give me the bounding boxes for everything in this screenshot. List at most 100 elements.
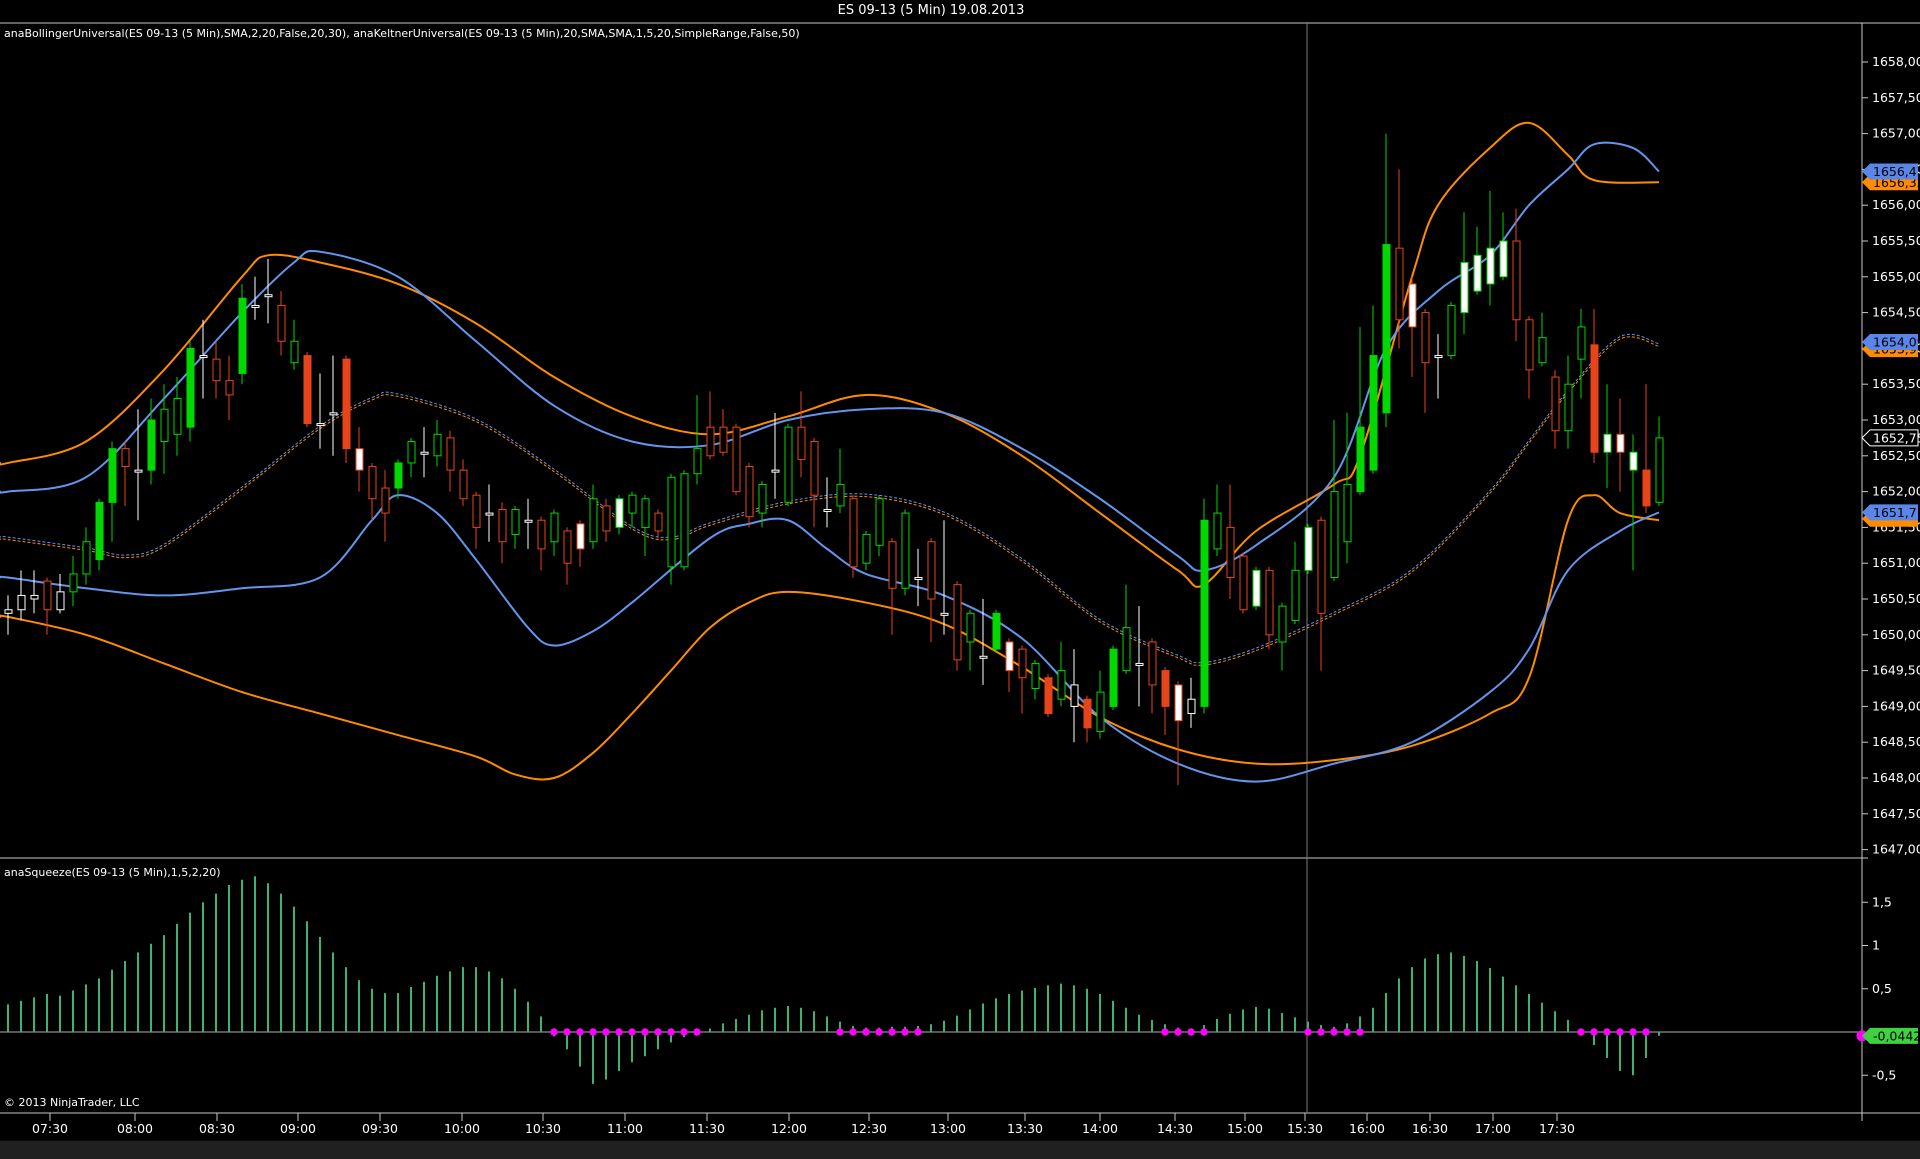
candle-body bbox=[550, 512, 559, 543]
candle-body bbox=[381, 487, 390, 514]
price-tick-label: 1653,00 bbox=[1872, 412, 1920, 427]
candle-body bbox=[1551, 376, 1560, 432]
squeeze-on-dot bbox=[563, 1028, 571, 1036]
price-tick-label: 1647,00 bbox=[1872, 842, 1920, 857]
price-tick-label: 1657,00 bbox=[1872, 126, 1920, 141]
squeeze-on-dot bbox=[615, 1028, 623, 1036]
candle-body bbox=[1473, 254, 1482, 292]
candle-body bbox=[1018, 648, 1027, 679]
time-tick-label: 10:30 bbox=[525, 1121, 561, 1136]
squeeze-on-dot bbox=[550, 1028, 558, 1036]
price-badge-text: 1652,75 bbox=[1873, 430, 1920, 445]
candle-body bbox=[563, 530, 572, 564]
candle-body bbox=[225, 380, 234, 396]
squeeze-on-dot bbox=[1616, 1028, 1624, 1036]
candle-body bbox=[1421, 312, 1430, 364]
candle-body bbox=[303, 355, 312, 425]
time-tick-label: 09:00 bbox=[280, 1121, 316, 1136]
price-tick-label: 1655,00 bbox=[1872, 269, 1920, 284]
candle-body bbox=[69, 573, 78, 593]
candle-body bbox=[1005, 641, 1014, 672]
candle-body bbox=[316, 423, 325, 427]
candle-body bbox=[524, 519, 533, 523]
time-tick-label: 12:30 bbox=[851, 1121, 887, 1136]
time-tick-label: 17:00 bbox=[1475, 1121, 1511, 1136]
price-tick-label: 1657,50 bbox=[1872, 90, 1920, 105]
candle-body bbox=[17, 594, 26, 611]
candle-body bbox=[1109, 648, 1118, 707]
candle-body bbox=[459, 469, 468, 500]
keltner-midline-dotted bbox=[0, 336, 1660, 666]
squeeze-on-dot bbox=[680, 1028, 688, 1036]
candle-body bbox=[1122, 627, 1131, 672]
candle-body bbox=[758, 483, 767, 514]
candle-body bbox=[706, 426, 715, 457]
price-tick-label: 1650,00 bbox=[1872, 627, 1920, 642]
candle-body bbox=[1577, 326, 1586, 360]
candle-body bbox=[771, 469, 780, 473]
price-badge bbox=[1862, 504, 1918, 521]
candle-body bbox=[134, 469, 143, 473]
time-tick-label: 12:00 bbox=[771, 1121, 807, 1136]
candle-body bbox=[1083, 698, 1092, 729]
candle-body bbox=[1252, 569, 1261, 607]
candle-body bbox=[238, 297, 247, 374]
candle-body bbox=[1356, 426, 1365, 493]
squeeze-on-dot bbox=[1161, 1028, 1169, 1036]
candle-body bbox=[1460, 261, 1469, 314]
chart-window-title[interactable]: ES 09-13 (5 Min) 19.08.2013 bbox=[837, 3, 1025, 18]
candle-body bbox=[1304, 526, 1313, 571]
price-tick-label: 1654,50 bbox=[1872, 305, 1920, 320]
candle-body bbox=[927, 541, 936, 600]
candle-body bbox=[121, 448, 130, 468]
candle-body bbox=[1291, 569, 1300, 621]
price-tick-label: 1658,00 bbox=[1872, 54, 1920, 69]
squeeze-on-dot bbox=[1603, 1028, 1611, 1036]
candle-body bbox=[1486, 247, 1495, 285]
candle-body bbox=[160, 408, 169, 442]
bollinger-midline-dotted bbox=[0, 333, 1660, 664]
candle-body bbox=[836, 483, 845, 507]
candle-body bbox=[797, 426, 806, 460]
price-badge-text: 1651,71 bbox=[1873, 505, 1920, 520]
squeeze-on-dot bbox=[1200, 1028, 1208, 1036]
candle-body bbox=[1603, 433, 1612, 453]
candle-body bbox=[95, 501, 104, 561]
candle-body bbox=[1538, 337, 1547, 364]
candle-body bbox=[498, 509, 507, 543]
candle-body bbox=[264, 294, 273, 298]
candle-body bbox=[875, 498, 884, 546]
candle-body bbox=[576, 523, 585, 550]
time-tick-label: 16:30 bbox=[1412, 1121, 1448, 1136]
price-tick-label: 1655,50 bbox=[1872, 233, 1920, 248]
candle-body bbox=[1239, 555, 1248, 611]
candle-body bbox=[862, 534, 871, 564]
candle-body bbox=[888, 541, 897, 589]
candle-body bbox=[1408, 283, 1417, 328]
candle-body bbox=[992, 612, 1001, 650]
price-badge-text: 1656,47 bbox=[1873, 164, 1920, 179]
candle-body bbox=[1642, 469, 1651, 507]
candle-body bbox=[745, 466, 754, 518]
candle-body bbox=[537, 519, 546, 550]
candle-body bbox=[1330, 491, 1339, 579]
candle-body bbox=[1616, 433, 1625, 453]
time-tick-label: 11:00 bbox=[607, 1121, 643, 1136]
candle-body bbox=[1187, 698, 1196, 715]
candle-body bbox=[719, 426, 728, 453]
candle-body bbox=[433, 433, 442, 457]
candle-body bbox=[1161, 670, 1170, 707]
squeeze-on-dot bbox=[849, 1028, 857, 1036]
copyright-label: © 2013 NinjaTrader, LLC bbox=[4, 1096, 140, 1109]
candle-body bbox=[420, 451, 429, 455]
candle-body bbox=[1447, 304, 1456, 357]
candle-body bbox=[56, 591, 65, 611]
candle-body bbox=[1434, 355, 1443, 359]
price-tick-label: 1652,00 bbox=[1872, 484, 1920, 499]
candle-body bbox=[446, 437, 455, 471]
candle-body bbox=[4, 609, 13, 614]
keltner-upper-band bbox=[0, 121, 1660, 588]
candle-body bbox=[329, 412, 338, 416]
candle-body bbox=[1499, 240, 1508, 278]
